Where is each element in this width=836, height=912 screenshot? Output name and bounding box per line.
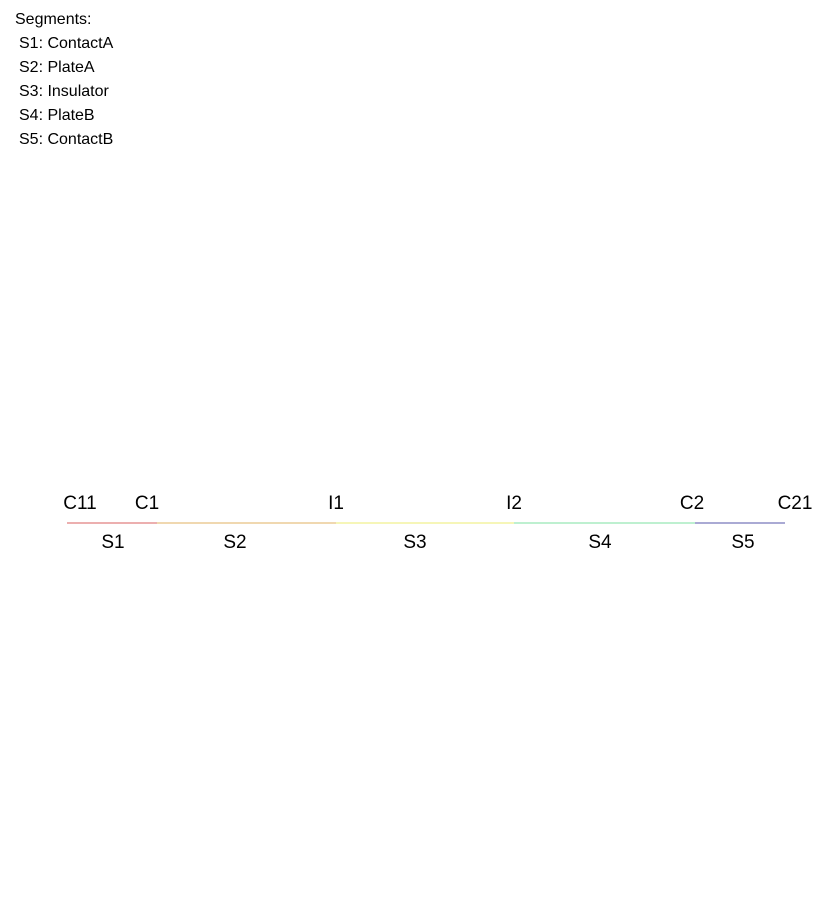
- segment-label-s3: S3: [403, 532, 426, 553]
- node-label-c11: C11: [63, 493, 96, 514]
- legend-item-s4: S4: PlateB: [19, 107, 95, 124]
- node-label-c2: C2: [680, 493, 704, 514]
- legend-item-s2: S2: PlateA: [19, 59, 95, 76]
- segment-legend: Segments: S1: ContactA S2: PlateA S3: In…: [15, 8, 113, 152]
- node-label-i1: I1: [328, 493, 344, 514]
- segment-label-s2: S2: [223, 532, 246, 553]
- legend-item-s3: S3: Insulator: [19, 83, 109, 100]
- legend-item-s1: S1: ContactA: [19, 35, 114, 52]
- legend-title: Segments:: [15, 11, 92, 28]
- segment-label-s5: S5: [731, 532, 754, 553]
- legend-item-s5: S5: ContactB: [19, 131, 114, 148]
- node-label-i2: I2: [506, 493, 522, 514]
- node-label-c21: C21: [778, 493, 813, 514]
- segment-label-s1: S1: [101, 532, 124, 553]
- segment-label-s4: S4: [588, 532, 612, 553]
- node-label-c1: C1: [135, 493, 159, 514]
